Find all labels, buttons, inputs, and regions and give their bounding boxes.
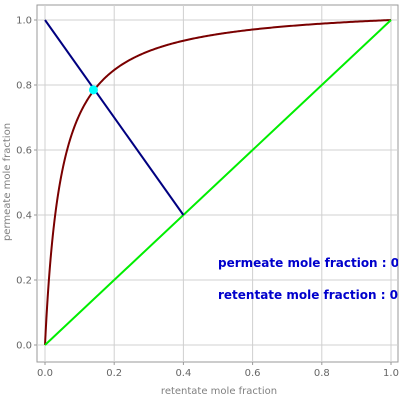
x-tick-label: 0.2: [106, 368, 122, 379]
plot-frame: [36, 4, 399, 363]
series-group: [44, 19, 392, 346]
x-tick-label: 0.4: [175, 368, 191, 379]
y-tick-labels: 0.0 0.2 0.4 0.6 0.8 1.0: [16, 16, 37, 352]
x-tick-labels: 0.0 0.2 0.4 0.6 0.8 1.0: [37, 362, 399, 379]
y-tick-label: 0.8: [16, 81, 32, 92]
x-tick-label: 0.8: [314, 368, 330, 379]
y-tick-label: 0.4: [16, 211, 32, 222]
equilibrium-curve: [44, 19, 392, 346]
diagonal-line: [44, 19, 392, 346]
x-tick-label: 1.0: [383, 368, 399, 379]
y-axis-label: permeate mole fraction: [2, 123, 13, 241]
x-axis-label: retentate mole fraction: [161, 386, 277, 397]
annotations: permeate mole fraction : 0 retentate mole…: [218, 256, 399, 302]
annotation-text: permeate mole fraction : 0: [218, 256, 399, 270]
annotation-text: retentate mole fraction : 0: [218, 288, 398, 302]
x-tick-label: 0.6: [245, 368, 261, 379]
y-tick-label: 0.6: [16, 146, 32, 157]
x-tick-label: 0.0: [37, 368, 53, 379]
y-tick-label: 0.0: [16, 341, 32, 352]
y-tick-label: 0.2: [16, 276, 32, 287]
grid-lines: [37, 5, 398, 362]
intersection-point[interactable]: [88, 85, 98, 95]
operating-line: [44, 19, 185, 216]
y-tick-label: 1.0: [16, 16, 32, 27]
